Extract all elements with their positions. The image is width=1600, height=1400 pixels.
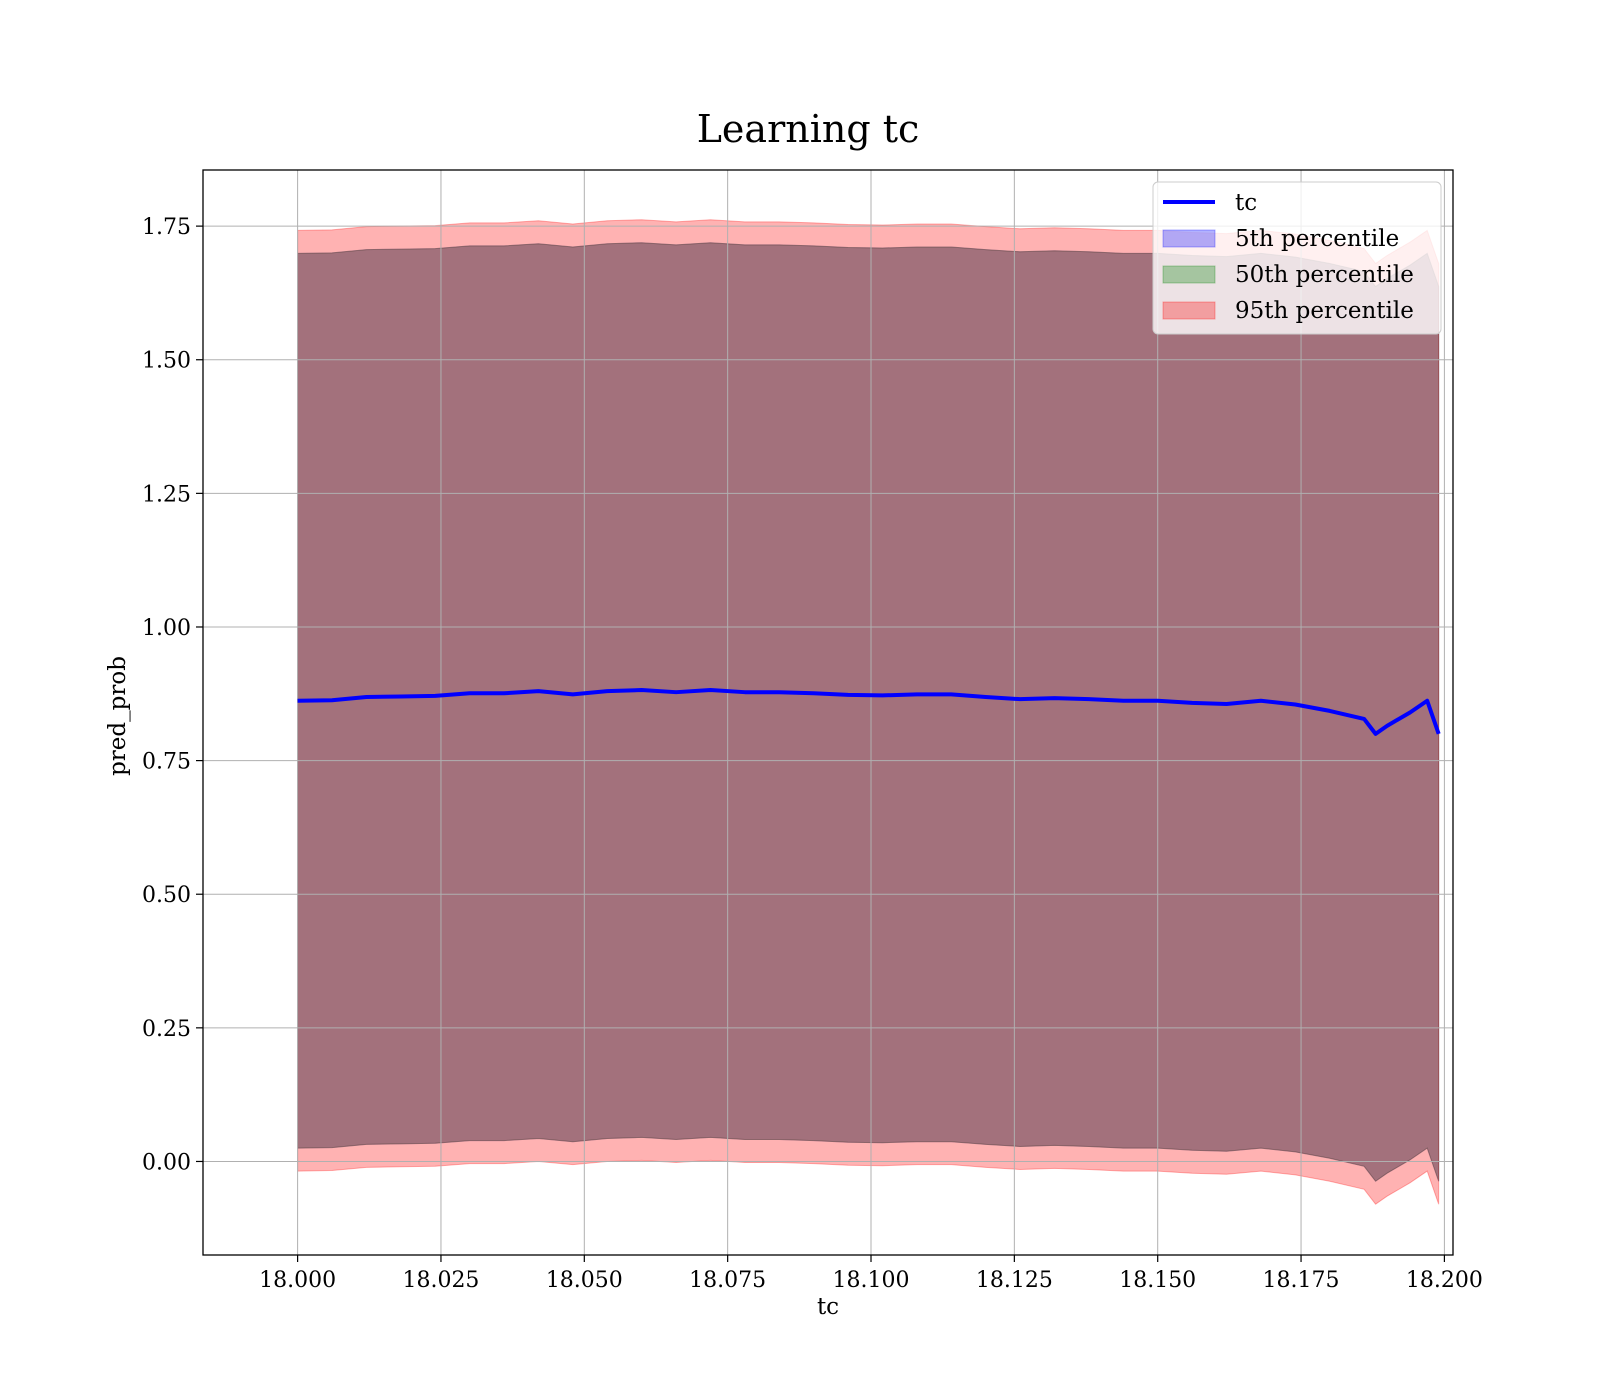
legend-swatch	[1162, 229, 1216, 248]
x-axis-label: tc	[817, 1294, 839, 1320]
legend-label: tc	[1235, 190, 1257, 216]
x-tick-label: 18.050	[546, 1268, 623, 1293]
x-tick-label: 18.150	[1119, 1268, 1196, 1293]
band-50th-percentile	[297, 242, 1440, 1182]
legend-label: 50th percentile	[1235, 262, 1414, 288]
plot-background	[203, 170, 1453, 1255]
y-tick-label: 0.75	[142, 750, 191, 775]
y-axis-label: pred_prob	[105, 656, 131, 776]
y-tick-label: 0.25	[142, 1017, 191, 1042]
legend-swatch	[1162, 265, 1216, 284]
x-tick-label: 18.025	[402, 1268, 479, 1293]
legend: tc 5th percentile 50th percentile 95th perc…	[1152, 181, 1442, 335]
legend-label: 95th percentile	[1235, 298, 1414, 324]
chart-title: Learning tc	[697, 107, 920, 151]
x-tick-label: 18.175	[1263, 1268, 1340, 1293]
y-tick-label: 0.00	[142, 1150, 191, 1175]
band-5th-percentile	[297, 242, 1440, 1182]
axes-frame	[202, 169, 1454, 1256]
y-tick-label: 0.50	[142, 883, 191, 908]
x-tick-label: 18.075	[689, 1268, 766, 1293]
legend-swatch	[1162, 301, 1216, 320]
legend-box	[1152, 181, 1442, 335]
x-tick-label: 18.100	[833, 1268, 910, 1293]
legend-label: 5th percentile	[1235, 226, 1399, 252]
x-tick-label: 18.125	[976, 1268, 1053, 1293]
x-tick-label: 18.200	[1406, 1268, 1483, 1293]
series-line-tc	[297, 688, 1441, 736]
y-tick-label: 1.00	[142, 616, 191, 641]
y-tick-label: 1.25	[142, 482, 191, 507]
y-tick-label: 1.75	[142, 215, 191, 240]
x-tick-label: 18.000	[259, 1268, 336, 1293]
plot-area: 18.000 18.025 18.050 18.075 18.100 18.125 18.1…	[142, 169, 1483, 1293]
y-tick-label: 1.50	[142, 349, 191, 374]
band-95th-percentile	[297, 219, 1440, 1205]
